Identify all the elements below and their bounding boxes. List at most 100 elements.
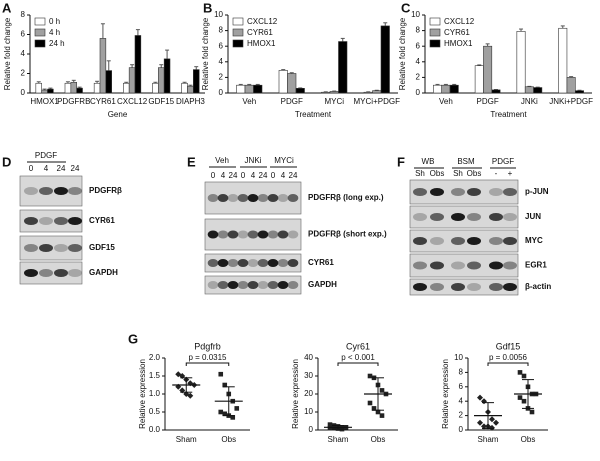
y-tick-label: 10: [214, 10, 223, 19]
x-tick-label: DIAPH3: [176, 97, 205, 106]
lane-label: 0: [271, 171, 276, 180]
blot-band: [237, 230, 249, 239]
significance-bracket: [487, 362, 529, 366]
row-label: GAPDH: [308, 280, 337, 289]
lane-label: Sh: [453, 169, 463, 178]
blot-band: [207, 281, 219, 289]
blot-strip: [409, 253, 519, 278]
bar: [449, 84, 459, 94]
blot-band: [287, 259, 299, 267]
point: [489, 424, 495, 431]
bar: [70, 81, 77, 94]
y-tick-label: 4: [459, 396, 464, 405]
blot-band: [227, 259, 239, 267]
point: [477, 419, 483, 426]
bar: [64, 82, 72, 94]
blot-band: [277, 259, 289, 267]
blot-band: [217, 230, 229, 239]
blot-band: [451, 261, 465, 270]
legend-swatch: [34, 17, 46, 26]
legend-label: HMOX1: [444, 39, 473, 48]
bar: [134, 35, 142, 94]
bar: [244, 84, 254, 94]
annotation: p = 0.0315: [188, 353, 227, 362]
legend-swatch: [429, 39, 441, 48]
point: [481, 423, 487, 430]
bar: [128, 67, 136, 94]
row-label: p-JUN: [525, 187, 549, 196]
blot-header: MYCi: [274, 156, 294, 165]
legend-swatch: [429, 17, 441, 26]
y-tick-label: 30: [304, 371, 313, 380]
lane-label: 4: [251, 171, 256, 180]
y-tick-label: 10: [304, 407, 313, 416]
y-axis-title: Relative fold change: [201, 17, 210, 90]
y-tick-label: 0: [459, 425, 464, 434]
bar: [287, 73, 297, 94]
blot-band: [287, 230, 299, 239]
y-tick-label: 8: [416, 26, 421, 35]
y-tick-label: 0: [21, 88, 26, 97]
legend-swatch: [232, 39, 244, 48]
blot-band: [207, 194, 219, 202]
significance-bracket: [185, 362, 230, 366]
point: [367, 400, 373, 406]
lane-label: 24: [71, 164, 80, 173]
blot-band: [217, 259, 229, 267]
blot-band: [451, 213, 465, 221]
point: [493, 419, 499, 426]
legend-label: HMOX1: [247, 39, 276, 48]
blot-band: [503, 283, 517, 291]
blot-header: WB: [422, 157, 435, 166]
row-label: MYC: [525, 236, 543, 245]
y-tick-label: 8: [219, 26, 224, 35]
bar: [329, 91, 339, 94]
point: [222, 382, 228, 388]
bar: [338, 41, 348, 94]
y-tick-label: 0: [416, 88, 421, 97]
y-axis-title: Relative expression: [138, 359, 147, 429]
point: [327, 425, 333, 431]
y-tick-label: 2.0: [149, 353, 161, 362]
blot-band: [24, 217, 38, 225]
x-tick-label: Veh: [242, 97, 256, 106]
point: [371, 406, 377, 411]
y-tick-label: 20: [304, 389, 313, 398]
legend-label: CXCL12: [247, 17, 278, 26]
chart-title: Cyr61: [346, 341, 370, 351]
x-tick-label: Obs: [221, 435, 236, 444]
bar: [516, 31, 526, 94]
x-axis-title: Treatment: [295, 110, 332, 119]
y-tick-label: 0: [309, 425, 314, 434]
blot-band: [413, 283, 427, 291]
bar: [474, 65, 484, 94]
blot-band: [277, 281, 289, 289]
blot-band: [413, 237, 427, 245]
point: [529, 409, 535, 415]
bar: [105, 70, 112, 94]
blot-band: [257, 230, 269, 239]
blot-band: [503, 213, 517, 221]
y-axis-title: Relative expression: [441, 359, 450, 429]
blot-band: [237, 281, 249, 289]
bar: [278, 70, 288, 94]
y-tick-label: 2: [219, 73, 224, 82]
blot-band: [54, 187, 68, 195]
point: [187, 392, 194, 399]
bar: [363, 91, 373, 94]
blot-band: [467, 213, 481, 221]
blot-band: [68, 269, 82, 277]
blot-band: [413, 188, 427, 196]
point: [375, 409, 381, 415]
row-label: JUN: [525, 212, 541, 221]
panel-letter: G: [128, 331, 138, 346]
bar: [187, 85, 194, 94]
x-tick-label: Sham: [478, 435, 499, 444]
point: [367, 373, 373, 379]
blot-band: [217, 281, 229, 289]
blot-band: [24, 269, 38, 277]
x-tick-label: PDGFRB: [57, 97, 90, 106]
bar: [41, 89, 48, 94]
bar: [558, 27, 568, 94]
